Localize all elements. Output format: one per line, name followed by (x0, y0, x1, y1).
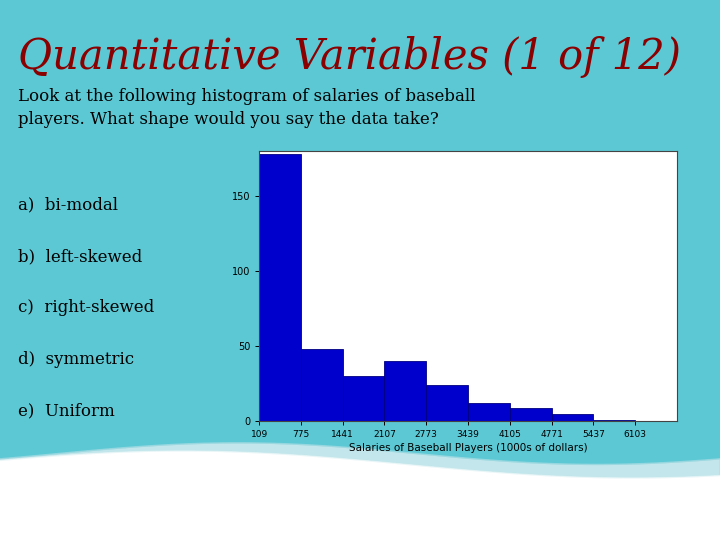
Bar (510, 408, 552, 421)
Text: a)  bi-modal: a) bi-modal (18, 197, 118, 214)
Bar (552, 414, 593, 421)
Text: d)  symmetric: d) symmetric (18, 350, 134, 368)
Text: e)  Uniform: e) Uniform (18, 402, 114, 419)
Bar (384, 361, 426, 421)
Bar (593, 420, 635, 421)
Text: Look at the following histogram of salaries of baseball
players. What shape woul: Look at the following histogram of salar… (18, 89, 475, 127)
Bar (343, 376, 384, 421)
Bar (468, 403, 510, 421)
Text: c)  right-skewed: c) right-skewed (18, 299, 154, 316)
Text: b)  left-skewed: b) left-skewed (18, 248, 143, 265)
Bar (426, 385, 468, 421)
Bar (259, 154, 301, 421)
Text: Quantitative Variables (1 of 12): Quantitative Variables (1 of 12) (18, 36, 681, 78)
X-axis label: Salaries of Baseball Players (1000s of dollars): Salaries of Baseball Players (1000s of d… (348, 443, 588, 454)
Bar (301, 349, 343, 421)
